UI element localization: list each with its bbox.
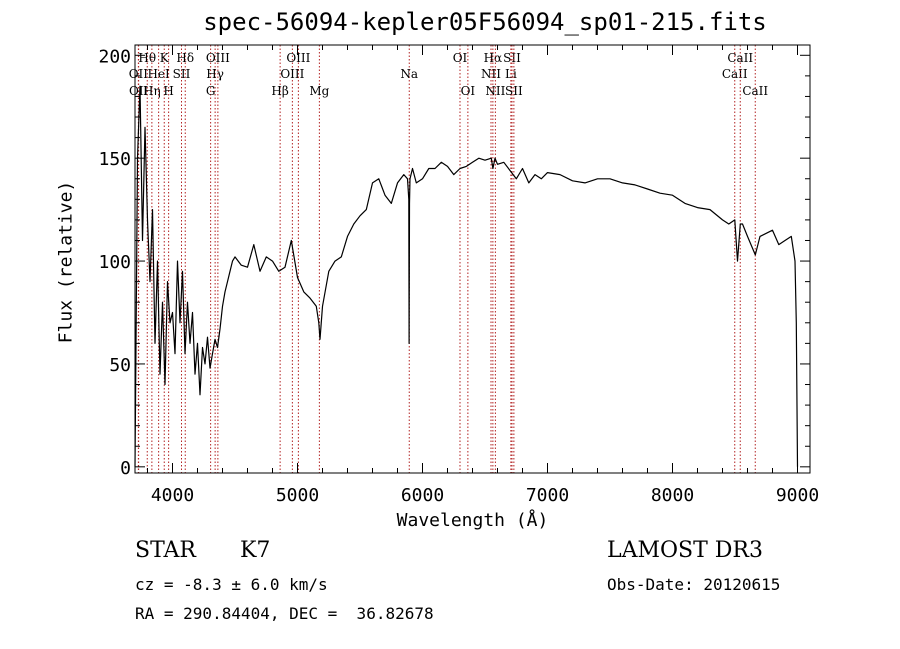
line-label-18: OI <box>461 84 476 98</box>
spectrum-line <box>134 85 799 467</box>
line-label-10: Hγ <box>206 67 224 81</box>
x-tick-label-5: 9000 <box>776 485 819 506</box>
line-label-27: CaII <box>742 84 768 98</box>
line-label-26: CaII <box>727 51 753 65</box>
y-tick-label-3: 150 <box>98 149 131 170</box>
line-label-8: Hδ <box>176 51 194 65</box>
line-label-5: K <box>160 51 170 65</box>
survey-name: LAMOST DR3 <box>607 538 763 563</box>
line-label-9: G <box>206 84 216 98</box>
x-tick-label-2: 6000 <box>401 485 444 506</box>
x-tick-label-0: 4000 <box>151 485 194 506</box>
line-label-13: OIII <box>280 67 304 81</box>
object-type: STAR <box>135 538 196 563</box>
y-tick-label-4: 200 <box>98 46 131 67</box>
x-tick-label-3: 7000 <box>526 485 569 506</box>
line-label-6: H <box>163 84 173 98</box>
subclass: K7 <box>240 538 271 563</box>
x-tick-label-1: 5000 <box>276 485 319 506</box>
obs-date: Obs-Date: 20120615 <box>607 575 781 594</box>
line-label-24: SII <box>505 84 523 98</box>
chart-title: spec-56094-kepler05F56094_sp01-215.fits <box>203 8 767 36</box>
line-label-22: Li <box>505 67 517 81</box>
x-tick-label-4: 8000 <box>651 485 694 506</box>
coordinates: RA = 290.84404, DEC = 36.82678 <box>135 604 434 623</box>
line-label-23: SII <box>503 51 521 65</box>
line-label-1: OII <box>129 84 149 98</box>
y-axis-label: Flux (relative) <box>55 180 77 344</box>
line-label-21: NII <box>485 84 505 98</box>
line-label-14: OIII <box>286 51 310 65</box>
y-tick-label-0: 0 <box>120 458 131 479</box>
y-tick-label-1: 50 <box>109 355 131 376</box>
line-label-16: Na <box>400 67 418 81</box>
line-label-3: Hη <box>143 84 161 98</box>
line-label-25: CaII <box>722 67 748 81</box>
line-label-15: Mg <box>309 84 329 98</box>
line-label-7: SII <box>173 67 191 81</box>
line-label-11: OIII <box>206 51 230 65</box>
redshift-cz: cz = -8.3 ± 6.0 km/s <box>135 575 328 594</box>
x-axis-label: Wavelength (Å) <box>396 510 549 531</box>
line-label-2: Hθ <box>138 51 156 65</box>
line-label-17: OI <box>453 51 468 65</box>
line-label-19: NII <box>481 67 501 81</box>
line-label-12: Hβ <box>271 84 288 98</box>
line-label-4: HeI <box>147 67 170 81</box>
y-tick-label-2: 100 <box>98 252 131 273</box>
line-label-20: Hα <box>484 51 503 65</box>
